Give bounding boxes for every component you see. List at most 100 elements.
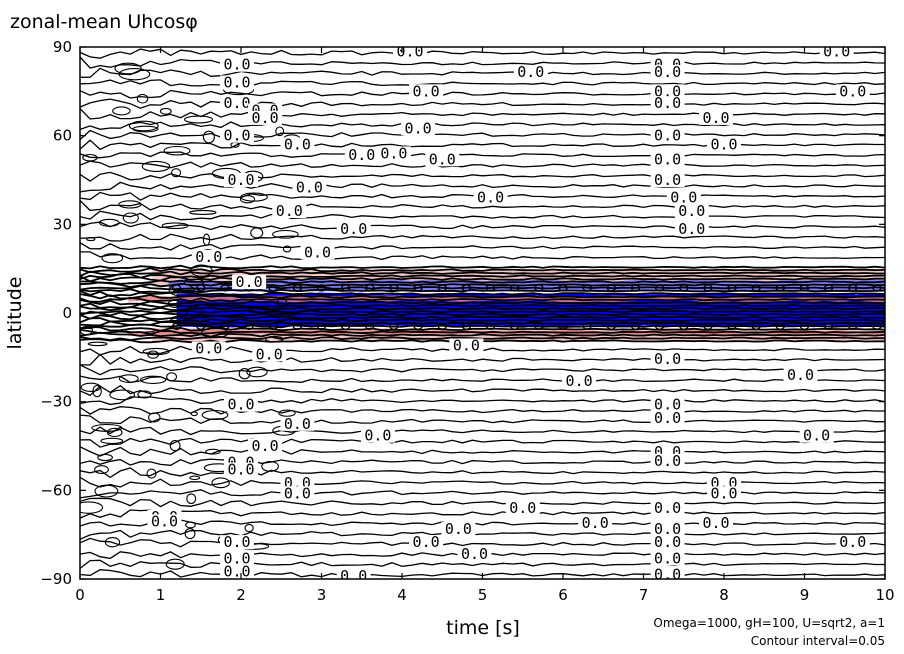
contour-eddy-62 [201, 327, 229, 339]
contour-label-69: 0.0 [223, 549, 250, 567]
contour-label-65: 0.0 [413, 533, 440, 551]
y-tick-label-5: −60 [40, 481, 72, 499]
contour-eddy-29 [247, 307, 277, 314]
x-tick-label-7: 7 [639, 586, 649, 604]
equatorial-eddy-13 [485, 284, 496, 292]
equatorial-eddy-47 [582, 322, 592, 330]
contour-label-58: 0.0 [654, 499, 681, 517]
contour-label-bg-37 [252, 347, 287, 362]
contour-eddy-59 [148, 412, 161, 423]
contour-label-bg-21 [376, 146, 411, 161]
contour-label-23: 0.0 [654, 150, 681, 168]
contour-label-bg-57 [505, 501, 540, 516]
contour-label-bg-33 [300, 245, 335, 260]
contour-label-10: 0.0 [223, 94, 250, 112]
contour-eddy-14 [186, 493, 197, 505]
contour-label-bg-5 [650, 65, 685, 80]
equatorial-eddy-35 [292, 322, 303, 330]
contour-label-19: 0.0 [710, 136, 737, 154]
contour-eddy-74 [82, 153, 98, 162]
contour-line-29 [80, 426, 885, 436]
contour-label-bg-29 [272, 204, 307, 218]
equatorial-eddy-15 [534, 284, 544, 292]
equatorial-eddy-36 [316, 322, 327, 330]
contour-line-13 [80, 181, 885, 193]
contour-eddy-76 [189, 475, 201, 481]
contour-label-bg-40 [562, 374, 597, 388]
equatorial-eddy-56 [799, 322, 810, 330]
contour-label-bg-67 [650, 535, 685, 550]
y-tick-label-1: 60 [53, 127, 72, 145]
equatorial-eddy-42 [461, 322, 472, 330]
contour-eddy-72 [269, 311, 300, 316]
contour-eddy-77 [201, 409, 229, 421]
contour-label-64: 0.0 [702, 514, 729, 532]
equatorial-eddy-18 [606, 284, 616, 292]
equatorial-eddy-49 [630, 322, 641, 330]
contour-label-18: 0.0 [284, 136, 311, 154]
equatorial-eddy-34 [268, 322, 278, 330]
contour-eddy-13 [189, 210, 217, 215]
contour-eddy-56 [246, 366, 268, 378]
contour-label-68: 0.0 [839, 533, 866, 551]
equatorial-contour-line-48 [80, 275, 885, 283]
contour-eddy-18 [211, 477, 230, 489]
contour-line-12 [80, 171, 885, 182]
contour-eddy-46 [185, 521, 196, 529]
contour-eddy-27 [278, 409, 296, 417]
equatorial-contour-line-50 [80, 281, 885, 288]
x-tick-label-8: 8 [719, 586, 729, 604]
contour-label-31: 0.0 [340, 220, 367, 238]
y-tick-label-6: −90 [40, 570, 72, 588]
y-tick-label-3: 0 [62, 304, 72, 322]
contour-eddy-3 [137, 390, 152, 399]
contour-eddy-63 [128, 120, 159, 132]
contour-line-6 [80, 108, 885, 120]
contour-label-46: 0.0 [364, 427, 391, 445]
contour-label-bg-51 [650, 453, 685, 468]
contour-label-0: 0.0 [396, 42, 423, 60]
contour-lines [80, 48, 885, 578]
equatorial-eddy-7 [340, 284, 351, 292]
equatorial-eddy-52 [703, 322, 713, 330]
contour-line-2 [80, 67, 885, 78]
contour-eddy-55 [261, 460, 279, 472]
contour-line-26 [80, 396, 885, 406]
contour-label-bg-63 [650, 521, 685, 536]
equatorial-eddy-14 [510, 284, 520, 292]
contour-line-9 [80, 139, 885, 151]
y-tick-label-2: 30 [53, 215, 72, 233]
equatorial-eddy-12 [461, 284, 472, 292]
equatorial-contour-line-57 [80, 302, 885, 309]
contour-line-37 [80, 509, 885, 519]
equatorial-eddy-16 [558, 284, 568, 292]
contour-line-23 [80, 364, 885, 376]
contour-labels: 0.0 0.00.00.0 0.0 0.00.0 0.0 0.0 0.00.0 0.0 0.00… [147, 42, 870, 579]
contour-label-bg-39 [650, 351, 685, 366]
contour-label-29: 0.0 [276, 202, 303, 220]
contour-label-bg-64 [699, 515, 733, 530]
equatorial-eddy-43 [485, 322, 496, 330]
contour-label-bg-52 [224, 462, 258, 477]
contour-eddy-54 [118, 200, 142, 209]
contour-label-34: 0.0 [195, 248, 222, 266]
equatorial-eddy-24 [751, 284, 761, 292]
contour-eddy-17 [106, 427, 123, 438]
contour-label-bg-68 [835, 535, 870, 550]
contour-label-bg-41 [783, 368, 818, 383]
contour-label-bg-6 [220, 75, 254, 90]
contour-eddy-31 [163, 145, 191, 156]
contour-eddy-37 [185, 305, 204, 318]
contour-label-bg-38 [449, 338, 484, 353]
equatorial-contour-line-63 [80, 320, 885, 327]
x-tick-label-6: 6 [558, 586, 568, 604]
equatorial-eddy-20 [654, 284, 665, 292]
contour-eddy-49 [171, 168, 182, 178]
equatorial-contour-line-52 [80, 288, 885, 294]
contour-label-66: 0.0 [223, 533, 250, 551]
contour-label-bg-23 [650, 152, 685, 167]
contour-label-12: 0.0 [654, 94, 681, 112]
plot-area: 0.0 0.00.00.0 0.0 0.00.0 0.0 0.0 0.00.0 0.0 0.00… [80, 42, 885, 579]
contour-eddy-71 [161, 222, 189, 230]
contour-eddy-11 [97, 453, 113, 462]
